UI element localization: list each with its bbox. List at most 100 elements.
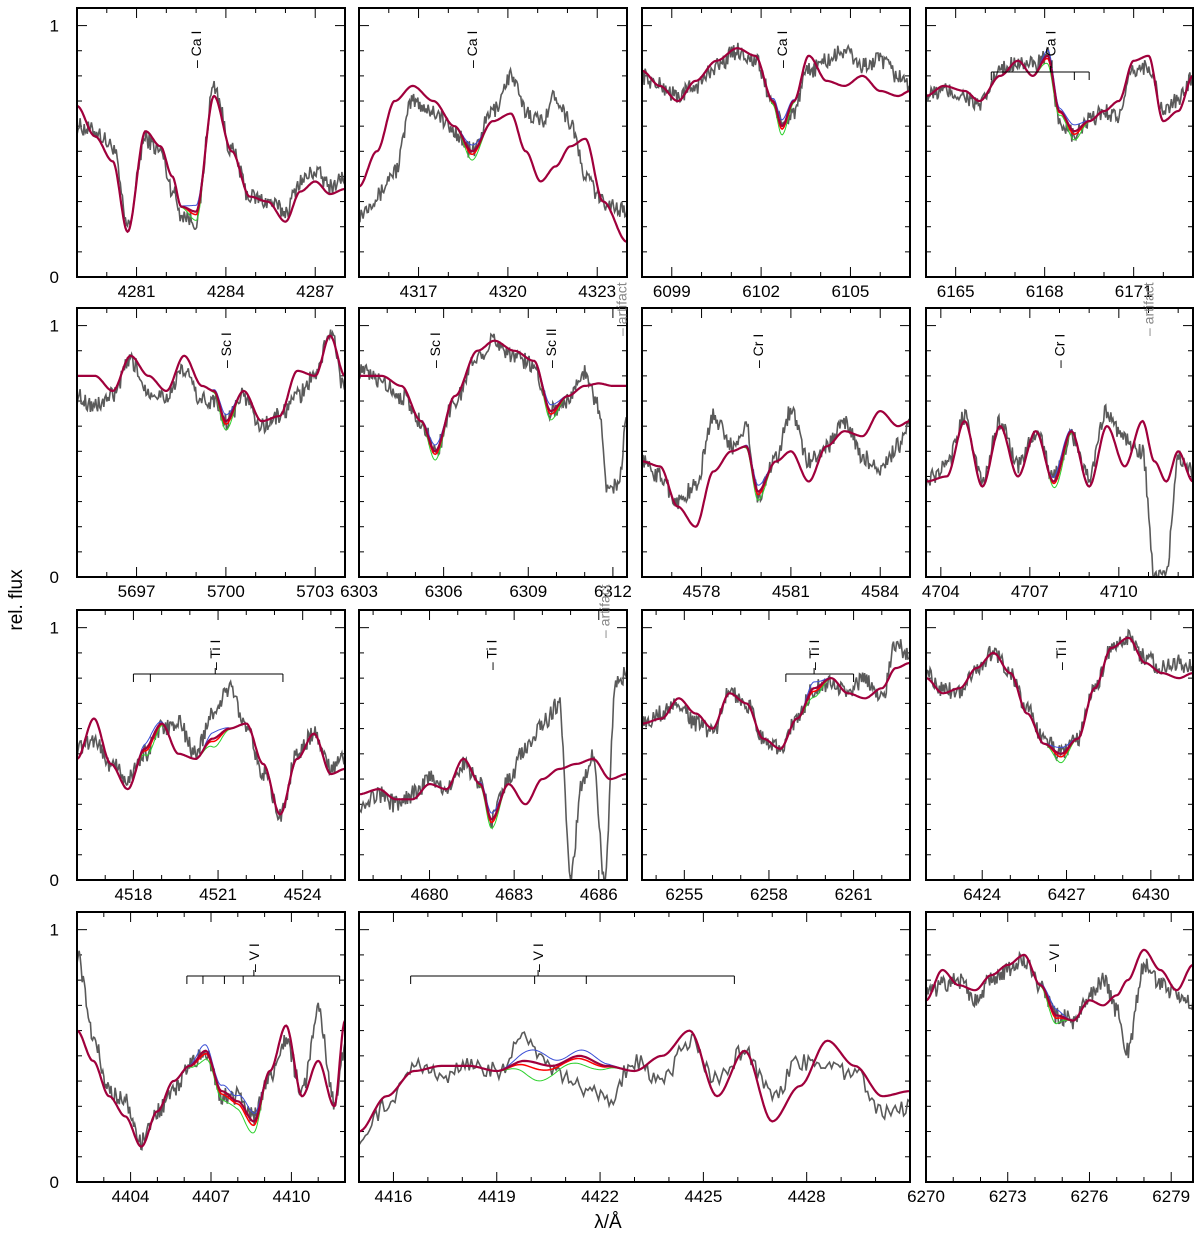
x-tick-label: 4521 (199, 885, 237, 904)
model-spectrum-best (642, 47, 910, 128)
series-group (359, 332, 627, 494)
x-tick-label: 4584 (861, 582, 899, 601)
model-spectrum-best (359, 1029, 910, 1133)
panel-frame (76, 609, 346, 881)
y-tick-label: 0 (50, 568, 59, 587)
panel-frame (76, 7, 346, 278)
x-tick-label: 4404 (112, 1187, 150, 1206)
x-tick-label: 4428 (788, 1187, 826, 1206)
observed-spectrum (642, 405, 910, 510)
line-label: – Sc I (218, 332, 234, 368)
x-tick-label: 6427 (1048, 885, 1086, 904)
line-id-marker: – Sc I (218, 332, 234, 368)
series-group (77, 950, 345, 1151)
x-tick-label: 5703 (296, 582, 334, 601)
x-tick-label: 4407 (192, 1187, 230, 1206)
x-tick-label: 6273 (989, 1187, 1027, 1206)
x-tick-label: 6303 (340, 582, 378, 601)
model-spectrum-best (359, 84, 627, 243)
x-tick-label: 4317 (400, 282, 438, 301)
observed-spectrum (926, 950, 1193, 1059)
line-label: – Cr I (750, 334, 766, 368)
model-spectrum-best (77, 94, 345, 234)
y-tick-label: 0 (50, 871, 59, 890)
artifact-marker: – artifact (596, 584, 612, 638)
x-tick-label: 6099 (653, 282, 691, 301)
x-tick-label: 4425 (684, 1187, 722, 1206)
line-label: – Ti I (806, 640, 822, 670)
panel-0-1: 4317 4320 4323 – Ca I (358, 7, 628, 301)
panel-frame (925, 7, 1194, 278)
model-spectrum-best (359, 757, 627, 821)
y-tick-label: 1 (50, 921, 59, 940)
line-id-marker: – V I (186, 943, 341, 984)
line-id-marker: – Ca I (464, 31, 480, 68)
line-id-marker: – Ca I (188, 31, 204, 68)
model-spectrum-best (77, 717, 345, 816)
x-tick-label: 4422 (581, 1187, 619, 1206)
x-tick-label: 6255 (665, 885, 703, 904)
model-spectrum-best (359, 339, 627, 453)
artifact-label: – artifact (613, 282, 629, 336)
series-group (642, 405, 910, 528)
x-tick-label: 4686 (580, 885, 618, 904)
x-tick-label: 6105 (832, 282, 870, 301)
x-tick-label: 6306 (425, 582, 463, 601)
x-tick-label: 4683 (495, 885, 533, 904)
x-tick-label: 4284 (207, 282, 245, 301)
panel-frame (925, 609, 1194, 881)
panel-frame (641, 7, 911, 278)
series-group (926, 46, 1193, 142)
x-tick-label: 4416 (375, 1187, 413, 1206)
model-spectrum-best (926, 948, 1193, 1022)
x-tick-label: 6168 (1026, 282, 1064, 301)
panel-frame (76, 911, 346, 1183)
model-spectrum-best (642, 661, 910, 750)
line-label: – Ca I (188, 31, 204, 68)
x-tick-label: 4704 (922, 582, 960, 601)
x-tick-label: 6171 (1115, 282, 1153, 301)
panel-frame (358, 609, 628, 881)
x-tick-label: 6309 (509, 582, 547, 601)
x-tick-label: 6258 (750, 885, 788, 904)
line-label: – Cr I (1052, 334, 1068, 368)
observed-spectrum (359, 332, 627, 494)
line-label: – Ca I (464, 31, 480, 68)
line-label: – Ti I (484, 640, 500, 670)
line-id-marker: – Ti I (484, 640, 500, 670)
x-tick-label: 6312 (594, 582, 632, 601)
x-tick-label: 4323 (578, 282, 616, 301)
y-tick-label: 1 (50, 619, 59, 638)
panel-0-3: 6165 6168 6171 – Ca I (925, 7, 1194, 301)
artifact-label: – artifact (1141, 282, 1157, 336)
model-spectrum-best (642, 409, 910, 528)
panel-0-2: 6099 6102 6105 – Ca I (641, 7, 911, 301)
x-tick-label: 6165 (937, 282, 975, 301)
panel-3-0: 4404 4407 4410 0 1 – V I (50, 911, 346, 1206)
x-tick-label: 6430 (1132, 885, 1170, 904)
panel-frame (641, 307, 911, 578)
line-label: – V I (246, 943, 262, 972)
series-group (77, 80, 345, 234)
y-tick-label: 1 (50, 17, 59, 36)
series-group (642, 42, 910, 136)
x-tick-label: 4680 (411, 885, 449, 904)
line-label: – Ti I (207, 640, 223, 670)
observed-spectrum (926, 628, 1193, 762)
panel-1-0: 5697 5700 5703 0 1 – Sc I (50, 307, 346, 601)
model-spectrum-best (77, 334, 345, 423)
x-tick-label: 4281 (118, 282, 156, 301)
series-group (926, 948, 1193, 1059)
series-group (359, 1029, 910, 1146)
x-tick-label: 4581 (772, 582, 810, 601)
y-tick-label: 0 (50, 1173, 59, 1192)
line-label: – V I (1046, 943, 1062, 972)
line-id-marker: – Cr I (1052, 334, 1068, 368)
x-tick-label: 5697 (118, 582, 156, 601)
line-label: – V I (530, 943, 546, 972)
panel-2-3: 6424 6427 6430 – Ti I (925, 609, 1194, 904)
panel-frame (925, 307, 1194, 578)
x-tick-label: 6279 (1152, 1187, 1190, 1206)
